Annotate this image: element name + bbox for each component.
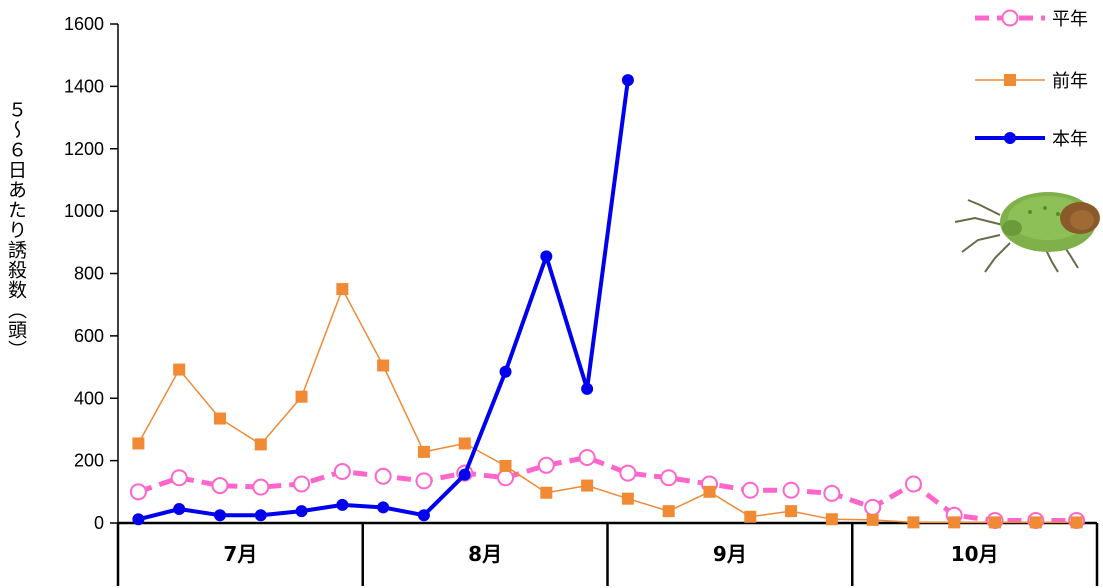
data-point	[785, 505, 798, 518]
data-point	[213, 412, 226, 425]
data-point	[581, 382, 594, 395]
y-tick-label: 800	[74, 264, 104, 284]
stink-bug-image	[954, 192, 1100, 273]
data-point	[989, 516, 1002, 529]
series-本年	[132, 74, 634, 526]
data-point	[948, 516, 961, 529]
data-point	[703, 485, 716, 498]
y-tick-label: 1000	[64, 201, 104, 221]
data-point	[132, 513, 145, 526]
month-label: 7月	[223, 542, 257, 566]
data-point	[497, 469, 515, 487]
series-group	[129, 74, 1086, 530]
y-tick-label: 0	[94, 513, 104, 533]
series-line	[137, 455, 1077, 523]
y-tick-label: 200	[74, 451, 104, 471]
data-point	[458, 468, 471, 481]
data-point	[415, 472, 433, 490]
data-point	[295, 390, 308, 403]
data-point	[374, 467, 392, 485]
data-point	[458, 437, 471, 450]
data-point	[619, 464, 637, 482]
y-tick-label: 600	[74, 326, 104, 346]
legend-label: 前年	[1052, 71, 1088, 92]
axes	[116, 24, 1099, 586]
data-point	[540, 486, 553, 499]
legend-label: 本年	[1052, 129, 1088, 150]
data-point	[907, 516, 920, 529]
month-label: 10月	[951, 542, 999, 566]
data-point	[621, 74, 634, 87]
data-point	[295, 505, 308, 518]
data-point	[417, 445, 430, 458]
legend-item-平年: 平年	[975, 9, 1088, 30]
data-point	[333, 463, 351, 481]
data-point	[132, 437, 145, 450]
y-axis-ticks: 0 200 400 600 800 1000 1200 1400 1600	[64, 14, 118, 533]
data-point	[417, 509, 430, 522]
series-line	[137, 79, 630, 522]
data-point	[336, 498, 349, 511]
month-labels: 7月 8月 9月 10月	[223, 542, 998, 566]
data-point	[377, 359, 390, 372]
data-point	[581, 479, 594, 492]
y-tick-label: 1200	[64, 139, 104, 159]
y-tick-label: 400	[74, 388, 104, 408]
data-point	[1001, 9, 1019, 27]
data-point	[377, 501, 390, 514]
y-axis-label: ５～６日あたり誘殺数（頭）	[5, 100, 27, 360]
data-point	[864, 498, 882, 516]
data-point	[741, 481, 759, 499]
data-point	[866, 513, 879, 526]
y-tick-label: 1600	[64, 14, 104, 34]
data-point	[904, 475, 922, 493]
series-line	[137, 288, 1077, 524]
y-tick-label: 1400	[64, 76, 104, 96]
data-point	[660, 469, 678, 487]
data-point	[540, 250, 553, 263]
data-point	[1029, 516, 1042, 529]
data-point	[621, 492, 634, 505]
month-label: 8月	[468, 542, 502, 566]
data-point	[336, 283, 349, 296]
data-point	[211, 477, 229, 495]
data-point	[1004, 132, 1016, 144]
data-point	[782, 481, 800, 499]
data-point	[744, 510, 757, 523]
month-label: 9月	[713, 542, 747, 566]
data-point	[170, 469, 188, 487]
series-平年	[129, 449, 1086, 530]
data-point	[1070, 516, 1083, 529]
series-前年	[132, 283, 1083, 529]
data-point	[823, 484, 841, 502]
legend-label: 平年	[1052, 9, 1088, 30]
data-point	[662, 505, 675, 518]
data-point	[578, 449, 596, 467]
legend-item-本年: 本年	[975, 129, 1088, 150]
data-point	[499, 459, 512, 472]
data-point	[173, 363, 186, 376]
data-point	[537, 456, 555, 474]
data-point	[129, 483, 147, 501]
data-point	[213, 509, 226, 522]
data-point	[499, 365, 512, 378]
data-point	[254, 438, 267, 451]
data-point	[173, 502, 186, 515]
data-point	[1004, 74, 1016, 86]
data-point	[825, 513, 838, 526]
data-point	[254, 509, 267, 522]
data-point	[252, 478, 270, 496]
legend-item-前年: 前年	[975, 71, 1088, 92]
data-point	[293, 475, 311, 493]
